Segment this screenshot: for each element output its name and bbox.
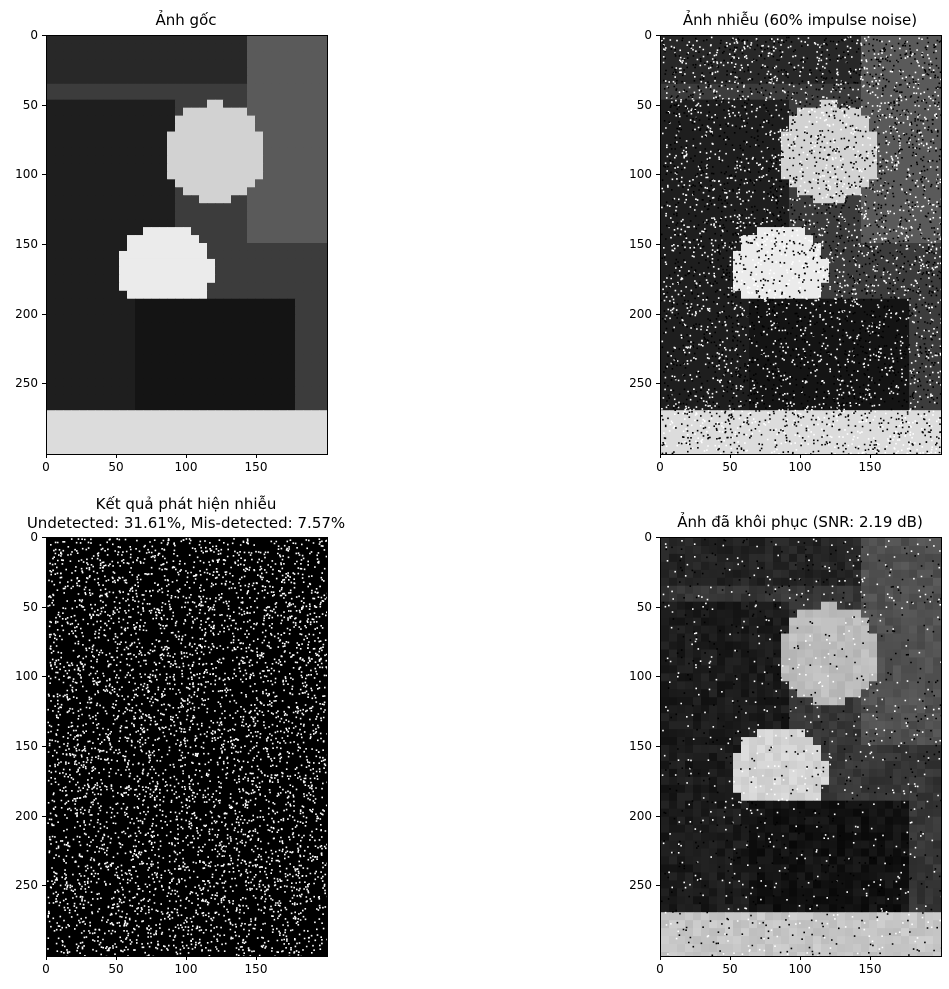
x-tick-mark [46, 956, 47, 960]
x-tick-label: 50 [108, 962, 124, 976]
y-tick-mark [656, 174, 660, 176]
y-tick-mark [42, 537, 46, 538]
y-tick-mark [42, 606, 46, 608]
x-tick-mark [116, 454, 117, 458]
detection-specks-black [47, 538, 327, 956]
y-tick-mark [656, 383, 660, 385]
x-tick-mark [730, 454, 731, 458]
x-tick-label: 100 [174, 460, 198, 474]
y-tick-mark [656, 104, 660, 106]
y-tick-mark [42, 746, 46, 747]
x-tick-label: 150 [244, 460, 268, 474]
original-image [47, 36, 327, 454]
x-tick-label: 50 [722, 962, 738, 976]
x-tick-mark [660, 956, 661, 960]
noisy-image [661, 36, 941, 454]
y-tick-label: 50 [636, 599, 652, 614]
y-tick-label: 250 [629, 376, 652, 391]
y-tick-label: 150 [629, 237, 652, 251]
y-tick-label: 150 [15, 739, 38, 753]
y-tick-mark [42, 815, 46, 817]
y-tick-mark [656, 537, 660, 538]
y-tick-label: 50 [22, 599, 38, 614]
x-tick-label: 0 [656, 460, 664, 474]
y-tick-mark [656, 244, 660, 245]
x-tick-mark [186, 454, 187, 458]
y-tick-mark [656, 885, 660, 887]
x-tick-mark [256, 454, 257, 458]
x-tick-mark [870, 454, 871, 458]
x-tick-label: 100 [788, 962, 812, 976]
detection-subtitle: Undetected: 31.61%, Mis-detected: 7.57% [26, 514, 346, 532]
noisy-image-frame [660, 35, 942, 455]
x-tick-mark [730, 956, 731, 960]
x-tick-label: 50 [722, 460, 738, 474]
original-title: Ảnh gốc [155, 11, 217, 29]
y-tick-mark [656, 35, 660, 36]
y-tick-label: 250 [629, 878, 652, 893]
y-tick-label: 100 [629, 669, 652, 684]
x-tick-label: 0 [42, 962, 50, 976]
y-tick-label: 200 [629, 306, 652, 321]
y-tick-label: 150 [15, 237, 38, 251]
x-tick-mark [256, 956, 257, 960]
x-tick-mark [46, 454, 47, 458]
detection-image-frame [46, 537, 328, 957]
y-tick-mark [656, 606, 660, 608]
x-tick-label: 150 [858, 460, 882, 474]
y-tick-mark [656, 746, 660, 747]
y-tick-label: 150 [629, 739, 652, 753]
detection-title: Kết quả phát hiện nhiễu [95, 495, 277, 513]
y-tick-label: 100 [15, 167, 38, 182]
y-tick-mark [42, 35, 46, 36]
x-tick-mark [660, 454, 661, 458]
y-tick-mark [42, 313, 46, 315]
y-tick-mark [42, 885, 46, 887]
x-tick-mark [870, 956, 871, 960]
y-tick-mark [656, 313, 660, 315]
y-tick-label: 250 [15, 376, 38, 391]
x-tick-mark [800, 956, 801, 960]
y-tick-mark [42, 383, 46, 385]
y-tick-label: 100 [15, 669, 38, 684]
y-tick-label: 50 [22, 97, 38, 112]
y-tick-label: 200 [15, 808, 38, 823]
y-tick-label: 100 [629, 167, 652, 182]
y-tick-label: 0 [644, 28, 652, 42]
x-tick-label: 150 [858, 962, 882, 976]
y-tick-mark [656, 815, 660, 817]
x-tick-label: 0 [656, 962, 664, 976]
detection-image [47, 538, 327, 956]
x-tick-label: 100 [174, 962, 198, 976]
x-tick-label: 150 [244, 962, 268, 976]
noisy-title: Ảnh nhiễu (60% impulse noise) [682, 11, 918, 29]
y-tick-label: 200 [629, 808, 652, 823]
x-tick-mark [186, 956, 187, 960]
y-tick-label: 50 [636, 97, 652, 112]
y-tick-label: 0 [644, 530, 652, 544]
x-tick-mark [800, 454, 801, 458]
y-tick-mark [656, 676, 660, 678]
restored-image-frame [660, 537, 942, 957]
restored-image [661, 538, 941, 956]
y-tick-label: 200 [15, 306, 38, 321]
y-tick-label: 0 [30, 28, 38, 42]
y-tick-mark [42, 676, 46, 678]
x-tick-label: 50 [108, 460, 124, 474]
y-tick-mark [42, 174, 46, 176]
y-tick-mark [42, 104, 46, 106]
x-tick-label: 100 [788, 460, 812, 474]
x-tick-mark [116, 956, 117, 960]
noisy-specks-black [661, 36, 941, 454]
y-tick-label: 0 [30, 530, 38, 544]
y-tick-label: 250 [15, 878, 38, 893]
y-tick-mark [42, 244, 46, 245]
restored-title: Ảnh đã khôi phục (SNR: 2.19 dB) [677, 513, 923, 531]
original-image-frame [46, 35, 328, 455]
x-tick-label: 0 [42, 460, 50, 474]
